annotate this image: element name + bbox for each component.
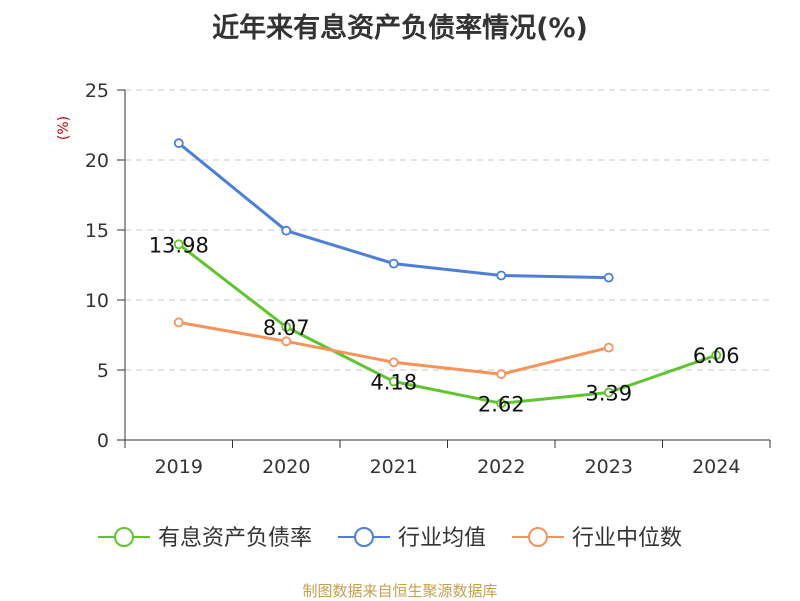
- data-point: [496, 369, 507, 380]
- data-label: 8.07: [263, 316, 310, 340]
- series-line-0: [177, 243, 717, 405]
- legend-item-label: 有息资产负债率: [158, 526, 312, 551]
- y-axis-label: (%): [56, 116, 72, 140]
- legend-marker: [114, 527, 134, 547]
- data-point: [388, 357, 399, 368]
- data-point: [281, 225, 292, 236]
- legend-item-label: 行业中位数: [572, 526, 682, 551]
- data-point: [173, 138, 184, 149]
- data-point: [388, 258, 399, 269]
- data-point: [496, 270, 507, 281]
- legend-item-label: 行业均值: [398, 526, 486, 551]
- source-note: 制图数据来自恒生聚源数据库: [302, 582, 498, 600]
- legend-marker: [354, 527, 374, 547]
- data-label: 4.18: [370, 370, 417, 394]
- data-point: [173, 317, 184, 328]
- x-tick-label: 2024: [692, 456, 740, 478]
- series-line-1: [177, 142, 609, 280]
- data-point: [603, 342, 614, 353]
- y-tick-label: 25: [85, 80, 109, 102]
- y-tick-label: 15: [85, 220, 109, 242]
- data-point: [281, 336, 292, 347]
- data-label: 13.98: [149, 233, 209, 257]
- data-label: 2.62: [478, 392, 525, 416]
- x-tick-label: 2020: [262, 456, 310, 478]
- data-label: 6.06: [693, 344, 740, 368]
- data-point: [603, 387, 614, 398]
- data-labels: 13.98 8.07 4.18 2.62 3.39 6.06: [149, 233, 740, 416]
- data-point: [281, 322, 292, 332]
- x-tick-label: 2023: [585, 456, 633, 478]
- data-point: [388, 376, 399, 387]
- gridlines: [125, 89, 770, 371]
- axes: 0 5 10 15 20 25 (%) 2019 2020 2021 2022 2023 2024: [56, 80, 771, 478]
- legend: 有息资产负债率 行业均值 行业中位数: [98, 526, 682, 551]
- data-label: 3.39: [585, 382, 632, 406]
- y-tick-label: 5: [97, 360, 109, 382]
- data-point: [496, 398, 507, 409]
- x-tick-label: 2021: [370, 456, 418, 478]
- series-lines: [173, 138, 722, 409]
- y-tick-label: 20: [85, 150, 109, 172]
- y-tick-label: 10: [85, 290, 109, 312]
- y-tick-label: 0: [97, 430, 109, 452]
- data-point: [603, 272, 614, 283]
- chart-title: 近年来有息资产负债率情况(%): [212, 13, 588, 44]
- data-point: [711, 350, 722, 361]
- legend-marker: [528, 527, 548, 547]
- x-tick-label: 2019: [155, 456, 203, 478]
- x-tick-label: 2022: [477, 456, 525, 478]
- data-point: [173, 239, 184, 250]
